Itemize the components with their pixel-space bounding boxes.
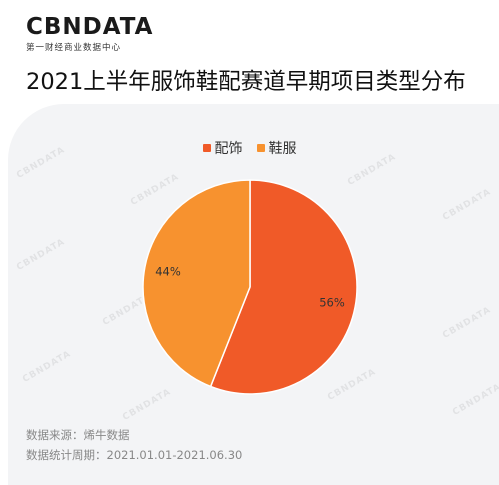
pie-data-label-accessories: 56% (319, 296, 345, 310)
legend-swatch-accessories (202, 144, 211, 152)
pie-data-label-footwear-apparel: 44% (155, 264, 181, 278)
legend-swatch-footwear-apparel (256, 144, 265, 152)
brand-subtitle: 第一财经商业数据中心 (26, 43, 122, 53)
pie-slice-accessories (209, 179, 358, 395)
data-source: 数据来源：烯牛数据 (26, 428, 130, 442)
chart-legend: 配饰 鞋服 (0, 138, 499, 158)
legend-item-accessories: 配饰 (202, 138, 243, 158)
legend-label-footwear-apparel: 鞋服 (268, 141, 297, 157)
legend-label-accessories: 配饰 (214, 141, 243, 157)
brand-logo: CBNDATA (26, 14, 154, 40)
legend-item-footwear-apparel: 鞋服 (256, 138, 297, 158)
brand-logo-block: CBNDATA 第一财经商业数据中心 (26, 14, 153, 53)
pie-slice-footwear-apparel (142, 179, 251, 388)
data-period: 数据统计周期：2021.01.01-2021.06.30 (26, 448, 243, 462)
page-title: 2021上半年服饰鞋配赛道早期项目类型分布 (26, 69, 466, 95)
